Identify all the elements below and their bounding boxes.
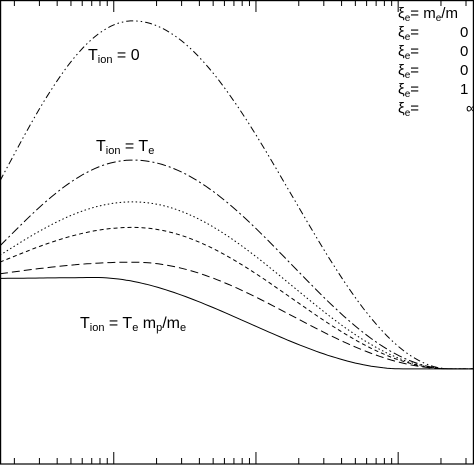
series-line-shortdash [0, 226, 474, 370]
series-line-dashdot [0, 159, 474, 370]
annotation-tion-zero: Tion = 0 [88, 47, 140, 66]
annotation-tion-te: Tion = Te [96, 138, 154, 157]
legend-entry-3: ξe= 0 [398, 62, 468, 81]
legend-entry-1: ξe= 0 [398, 24, 468, 43]
series-line-dotted [0, 201, 474, 370]
axis-ticks [13, 0, 467, 464]
annotation-tion-te-mp-me: Tion = Te mp/me [80, 315, 186, 334]
legend-entry-0: ξe= me/m [398, 5, 458, 24]
legend-entry-4: ξe= 1 [398, 81, 468, 100]
legend-entry-5: ξe= ∞ [398, 100, 474, 119]
series-curves [0, 20, 474, 370]
series-line-solid [0, 277, 474, 370]
legend-entry-2: ξe= 0 [398, 43, 468, 62]
legend: ξe= me/mξe= 0ξe= 0ξe= 0ξe= 1ξe= ∞ [398, 5, 474, 119]
series-line-longdash [0, 261, 474, 370]
